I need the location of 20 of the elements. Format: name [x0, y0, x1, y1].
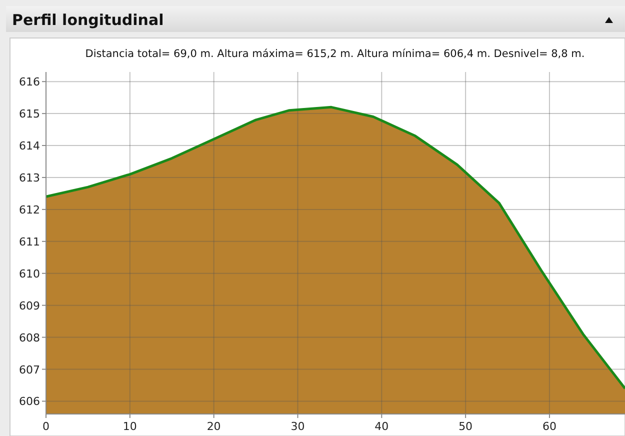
chart-title: Perfil longitudinal: [12, 11, 164, 29]
x-tick-label: 30: [290, 420, 305, 433]
y-tick-label: 609: [19, 299, 40, 312]
y-tick-label: 616: [19, 76, 40, 89]
y-tick-label: 615: [19, 108, 40, 121]
x-tick-label: 10: [122, 420, 137, 433]
y-tick-label: 610: [19, 267, 40, 280]
y-tick-label: 607: [19, 363, 40, 376]
y-tick-label: 614: [19, 140, 40, 153]
y-tick-label: 612: [19, 203, 40, 216]
x-tick-label: 50: [458, 420, 473, 433]
y-tick-label: 606: [19, 395, 40, 408]
x-tick-label: 0: [42, 420, 50, 433]
chart-subtitle: Distancia total= 69,0 m. Altura máxima= 615,2 m. Altura mínima= 606,4 m. Desnivel= 8,8 m.: [85, 48, 585, 60]
x-tick-label: 60: [542, 420, 556, 433]
y-tick-label: 608: [19, 331, 40, 344]
x-tick-label: 20: [206, 420, 221, 433]
y-tick-label: 613: [19, 171, 40, 184]
y-tick-label: 611: [19, 235, 40, 248]
x-tick-label: 40: [374, 420, 389, 433]
